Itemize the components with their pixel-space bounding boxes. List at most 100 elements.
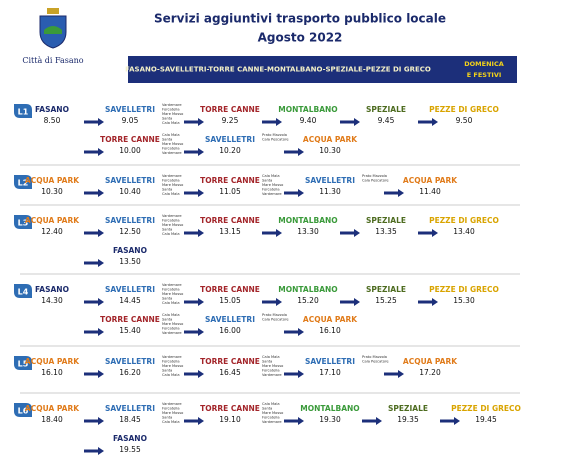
- arrow: [84, 229, 104, 237]
- stop-time: 19.30: [319, 415, 341, 424]
- stop-name: FASANO: [35, 285, 69, 294]
- line-label: L1: [18, 108, 29, 117]
- arrow: [262, 118, 282, 126]
- arrow: [284, 148, 304, 156]
- stop-time: 15.20: [297, 296, 319, 305]
- via-note: Forcatella: [162, 360, 180, 364]
- via-note: Prato Mazzola: [362, 174, 387, 178]
- stop-name: TORRE CANNE: [200, 216, 260, 225]
- banner: [128, 56, 517, 83]
- stop-time: 16.45: [219, 368, 241, 377]
- via-note: Vardemare: [262, 420, 282, 424]
- stop-name: SAVELLETRI: [105, 176, 155, 185]
- stop-time: 16.00: [219, 326, 241, 335]
- via-note: Vardemare: [162, 331, 182, 335]
- stop-name: SPEZIALE: [366, 285, 406, 294]
- stop-time: 14.30: [41, 296, 63, 305]
- logo: Città di Fasano: [22, 8, 84, 65]
- via-note: Cala Pescatore: [362, 179, 389, 183]
- arrow: [418, 229, 438, 237]
- line-badge: [14, 356, 32, 370]
- via-note: Forcatella: [162, 179, 180, 183]
- stop-time: 15.25: [375, 296, 397, 305]
- stop-name: ACQUA PARK: [25, 404, 80, 413]
- banner-days: E FESTIVI: [467, 71, 502, 79]
- arrow: [284, 328, 304, 336]
- via-note: Cala Pescatore: [262, 318, 289, 322]
- stop-time: 9.25: [222, 116, 239, 125]
- stop-time: 13.30: [297, 227, 319, 236]
- stop-name: MONTALBANO: [278, 216, 337, 225]
- via-note: Forcatella: [262, 369, 280, 373]
- stop-time: 10.30: [41, 187, 63, 196]
- stop-name: SAVELLETRI: [105, 285, 155, 294]
- via-note: Mare Mosso: [162, 223, 183, 227]
- via-note: Santa: [162, 188, 172, 192]
- via-note: Cala Mala: [162, 192, 180, 196]
- via-note: Cala Pescatore: [262, 138, 289, 142]
- stop-name: ACQUA PARK: [403, 176, 458, 185]
- via-note: Cala Mala: [262, 355, 280, 359]
- stop-name: MONTALBANO: [300, 404, 359, 413]
- stop-time: 19.55: [119, 445, 141, 454]
- via-note: Mare Mosso: [162, 322, 183, 326]
- via-note: Cala Mala: [162, 232, 180, 236]
- via-note: Vardemare: [162, 355, 182, 359]
- stop-name: SPEZIALE: [366, 216, 406, 225]
- banner-days: DOMENICA: [464, 60, 504, 68]
- via-note: Mare Mosso: [162, 292, 183, 296]
- arrow: [284, 189, 304, 197]
- stop-name: MONTALBANO: [278, 285, 337, 294]
- via-note: Cala Mala: [262, 174, 280, 178]
- stop-name: SAVELLETRI: [205, 315, 255, 324]
- stop-time: 9.50: [456, 116, 473, 125]
- line-label: L3: [18, 219, 29, 228]
- arrow: [84, 148, 104, 156]
- arrow: [184, 328, 204, 336]
- arrow: [84, 298, 104, 306]
- via-note: Vardemare: [262, 373, 282, 377]
- stop-name: SPEZIALE: [366, 105, 406, 114]
- crown: [47, 8, 59, 14]
- via-note: Mare Mosso: [262, 364, 283, 368]
- stop-name: FASANO: [35, 105, 69, 114]
- stop-time: 11.40: [419, 187, 441, 196]
- stop-time: 13.50: [119, 257, 141, 266]
- stop-time: 12.40: [41, 227, 63, 236]
- arrow: [384, 370, 404, 378]
- stop-time: 17.10: [319, 368, 341, 377]
- arrow: [384, 189, 404, 197]
- stop-name: TORRE CANNE: [200, 105, 260, 114]
- stop-time: 19.45: [475, 415, 497, 424]
- stop-time: 11.30: [319, 187, 341, 196]
- arrow: [84, 417, 104, 425]
- via-note: Santa: [162, 369, 172, 373]
- stop-name: ACQUA PARK: [303, 315, 358, 324]
- arrow: [340, 298, 360, 306]
- stop-name: ACQUA PARK: [25, 216, 80, 225]
- stop-time: 10.40: [119, 187, 141, 196]
- stop-name: SAVELLETRI: [105, 404, 155, 413]
- via-note: Cala Mala: [162, 301, 180, 305]
- via-note: Cala Pescatore: [362, 360, 389, 364]
- via-note: Prato Mazzola: [262, 313, 287, 317]
- line-badge: [14, 284, 32, 298]
- arrow: [418, 118, 438, 126]
- shield-detail: [44, 26, 62, 34]
- via-note: Forcatella: [162, 407, 180, 411]
- stop-name: SAVELLETRI: [305, 357, 355, 366]
- via-note: Santa: [162, 117, 172, 121]
- arrow: [262, 298, 282, 306]
- arrow: [184, 229, 204, 237]
- via-note: Cala Mala: [162, 373, 180, 377]
- line-badge: [14, 175, 32, 189]
- via-note: Cala Mala: [262, 402, 280, 406]
- stop-time: 8.50: [44, 116, 61, 125]
- arrow: [284, 417, 304, 425]
- arrow: [84, 370, 104, 378]
- arrow: [84, 189, 104, 197]
- lines: L1 FASANO8.50SAVELLETRI9.05VardemareForca…: [14, 103, 521, 455]
- line-label: L4: [18, 288, 29, 297]
- stop-time: 14.45: [119, 296, 141, 305]
- stop-name: SPEZIALE: [388, 404, 428, 413]
